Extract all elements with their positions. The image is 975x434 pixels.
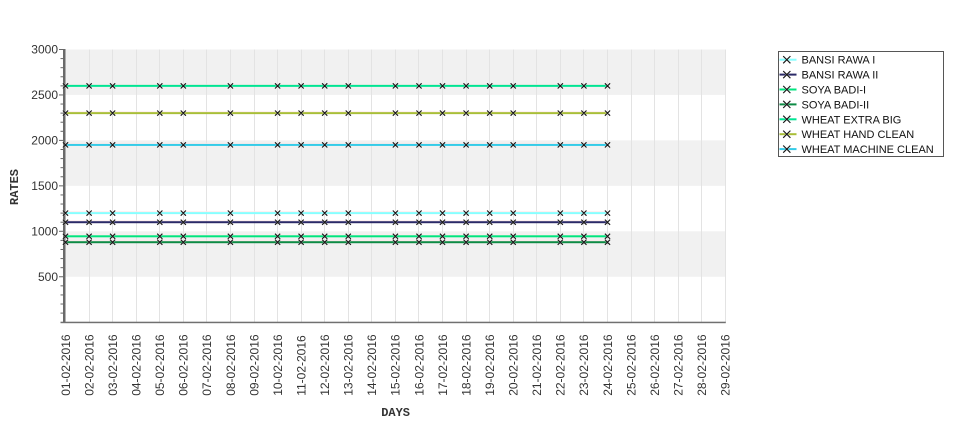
svg-text:12-02-2016: 12-02-2016 [318,334,332,396]
svg-text:500: 500 [38,270,58,284]
svg-text:15-02-2016: 15-02-2016 [389,334,403,396]
svg-text:BANSI RAWA II: BANSI RAWA II [802,70,879,82]
svg-text:27-02-2016: 27-02-2016 [671,334,685,396]
svg-text:WHEAT HAND CLEAN: WHEAT HAND CLEAN [802,129,915,141]
svg-text:11-02-2016: 11-02-2016 [294,335,308,396]
svg-text:19-02-2016: 19-02-2016 [483,334,497,396]
svg-text:14-02-2016: 14-02-2016 [365,334,379,396]
svg-text:03-02-2016: 03-02-2016 [106,334,120,396]
svg-text:25-02-2016: 25-02-2016 [624,334,638,396]
svg-text:10-02-2016: 10-02-2016 [271,334,285,396]
svg-text:BANSI RAWA I: BANSI RAWA I [802,55,876,67]
svg-text:20-02-2016: 20-02-2016 [507,334,521,396]
svg-text:13-02-2016: 13-02-2016 [342,334,356,396]
svg-text:WHEAT EXTRA BIG: WHEAT EXTRA BIG [802,114,902,126]
svg-text:06-02-2016: 06-02-2016 [177,334,191,396]
svg-text:16-02-2016: 16-02-2016 [412,334,426,396]
svg-text:22-02-2016: 22-02-2016 [554,334,568,396]
svg-text:08-02-2016: 08-02-2016 [224,334,238,396]
svg-text:3000: 3000 [31,43,58,57]
svg-text:09-02-2016: 09-02-2016 [247,334,261,396]
svg-text:29-02-2016: 29-02-2016 [719,334,733,396]
svg-text:2500: 2500 [31,88,58,102]
svg-text:07-02-2016: 07-02-2016 [200,334,214,396]
svg-text:02-02-2016: 02-02-2016 [82,334,96,396]
svg-text:17-02-2016: 17-02-2016 [436,334,450,396]
svg-text:23-02-2016: 23-02-2016 [577,334,591,396]
svg-text:04-02-2016: 04-02-2016 [129,334,143,396]
svg-text:SOYA BADI-I: SOYA BADI-I [802,85,867,97]
svg-text:18-02-2016: 18-02-2016 [459,334,473,396]
svg-text:05-02-2016: 05-02-2016 [153,334,167,396]
svg-text:RATES: RATES [8,169,22,205]
svg-text:21-02-2016: 21-02-2016 [530,334,544,396]
svg-text:SOYA BADI-II: SOYA BADI-II [802,99,870,111]
svg-text:26-02-2016: 26-02-2016 [648,334,662,396]
svg-text:2000: 2000 [31,134,58,148]
svg-text:DAYS: DAYS [381,406,410,420]
svg-text:01-02-2016: 01-02-2016 [59,334,73,396]
svg-text:1000: 1000 [31,225,58,239]
svg-text:WHEAT MACHINE CLEAN: WHEAT MACHINE CLEAN [802,144,934,156]
svg-text:1500: 1500 [31,179,58,193]
svg-text:24-02-2016: 24-02-2016 [601,334,615,396]
svg-text:28-02-2016: 28-02-2016 [695,334,709,396]
